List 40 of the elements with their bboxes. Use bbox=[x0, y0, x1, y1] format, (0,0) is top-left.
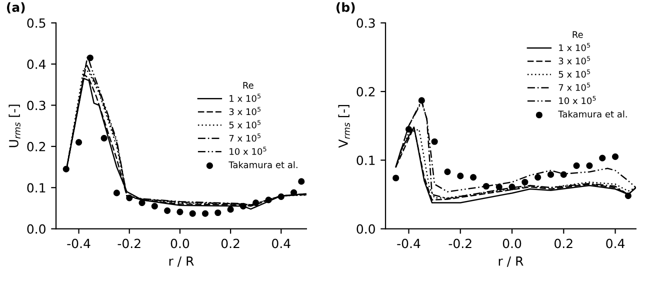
chart-title: (a) bbox=[7, 2, 25, 14]
x-tick-label: 0.0 bbox=[502, 238, 522, 248]
chart-title: (b) bbox=[336, 2, 355, 14]
y-tick-label: 0.1 bbox=[356, 156, 375, 166]
y-tick-label: 0.2 bbox=[27, 142, 46, 152]
x-tick-label: -0.2 bbox=[118, 238, 140, 248]
y-tick-label: 0.3 bbox=[27, 100, 46, 110]
legend-label: 3 x 10$^{5}$ bbox=[229, 106, 261, 116]
x-tick-label: 0.2 bbox=[554, 238, 572, 248]
x-tick-label: 0.0 bbox=[170, 238, 190, 248]
y-axis-title: U$_{rms}$ [-] bbox=[8, 104, 20, 148]
x-axis-title: r / R bbox=[498, 256, 524, 267]
legend-label: 5 x 10$^{5}$ bbox=[229, 120, 261, 128]
legend-label: 5 x 10$^{5}$ bbox=[558, 69, 590, 78]
legend-label: 10 x 10$^{5}$ bbox=[230, 146, 266, 155]
y-axis-title: V$_{rms}$ [-] bbox=[338, 104, 350, 148]
y-tick-label: 0.1 bbox=[27, 183, 46, 193]
legend-label: 1 x 10$^{5}$ bbox=[230, 94, 261, 102]
legend-label: 1 x 10$^{5}$ bbox=[559, 42, 590, 52]
legend-label: 7 x 10$^{5}$ bbox=[558, 82, 590, 91]
legend-label: Takamura et al. bbox=[558, 110, 627, 118]
x-tick-label: 0.4 bbox=[606, 238, 625, 248]
x-tick-label: -0.4 bbox=[67, 238, 90, 248]
legend-title: Re bbox=[572, 31, 583, 38]
x-tick-label: -0.4 bbox=[397, 238, 420, 248]
y-tick-label: 0.0 bbox=[356, 224, 375, 234]
y-tick-label: 0.4 bbox=[27, 60, 46, 69]
legend-label: 10 x 10$^{5}$ bbox=[559, 96, 596, 104]
x-axis-title: r / R bbox=[169, 256, 194, 267]
x-tick-label: 0.2 bbox=[221, 238, 240, 248]
y-tick-label: 0.5 bbox=[27, 18, 46, 28]
y-tick-label: 0.2 bbox=[356, 86, 375, 96]
legend-label: 3 x 10$^{5}$ bbox=[558, 56, 590, 64]
legend-title: Re bbox=[243, 82, 254, 89]
y-tick-label: 0.3 bbox=[356, 18, 375, 28]
x-tick-label: -0.2 bbox=[448, 238, 472, 248]
legend-label: 7 x 10$^{5}$ bbox=[229, 133, 261, 142]
legend-label: Takamura et al. bbox=[228, 161, 298, 168]
y-tick-label: 0.0 bbox=[27, 224, 46, 234]
x-tick-label: 0.4 bbox=[272, 238, 290, 248]
